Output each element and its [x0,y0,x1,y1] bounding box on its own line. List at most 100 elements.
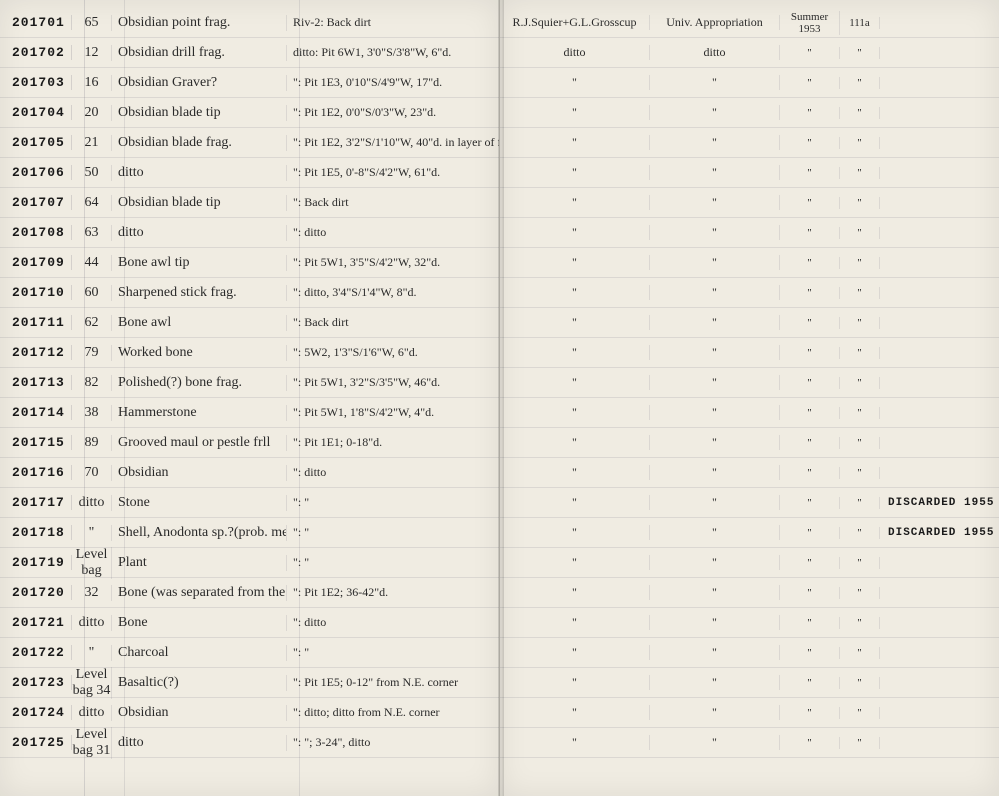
field-number: 70 [72,465,112,481]
collector: " [500,555,650,570]
date-collected: " [780,287,840,299]
ledger-row-right: """" [500,248,999,278]
fund: " [650,645,780,660]
ledger-row-right: """" [500,68,999,98]
ledger-row: 20171060Sharpened stick frag.": ditto, 3… [0,278,499,308]
collector: " [500,735,650,750]
provenance: ": Back dirt [287,315,499,330]
field-number: ditto [72,705,112,721]
date-collected: " [780,137,840,149]
field-number: 63 [72,225,112,241]
ledger-row: 20170165Obsidian point frag.Riv-2: Back … [0,8,499,38]
catalog-number: 201706 [0,165,72,180]
provenance: ": Back dirt [287,195,499,210]
item-description: Obsidian drill frag. [112,45,287,61]
item-description: Stone [112,495,287,511]
price-field: " [840,557,880,569]
provenance: Riv-2: Back dirt [287,15,499,30]
ledger-row: 20170316Obsidian Graver?": Pit 1E3, 0'10… [0,68,499,98]
fund: " [650,555,780,570]
ledger-row: 20170944Bone awl tip": Pit 5W1, 3'5"S/4'… [0,248,499,278]
ledger-row-right: """" [500,608,999,638]
ledger-row: 20170420Obsidian blade tip": Pit 1E2, 0'… [0,98,499,128]
ledger-row-right: """" [500,188,999,218]
ledger-row-right: """" [500,668,999,698]
ledger-row-right: """" [500,158,999,188]
ledger-row-right: """" [500,428,999,458]
item-description: Charcoal [112,645,287,661]
collector: " [500,195,650,210]
ledger-row-right: R.J.Squier+G.L.GrosscupUniv. Appropriati… [500,8,999,38]
provenance: ": " [287,555,499,570]
item-description: Shell, Anodonta sp.?(prob. metallic) [112,525,287,541]
ledger-row-right: """" [500,98,999,128]
field-number: Level bag 34 [72,667,112,699]
date-collected: " [780,107,840,119]
fund: " [650,135,780,150]
date-collected: " [780,497,840,509]
date-collected: " [780,527,840,539]
collector: " [500,345,650,360]
collector: " [500,705,650,720]
catalog-number: 201714 [0,405,72,420]
provenance: ": ditto [287,225,499,240]
ledger-row-right: """" [500,578,999,608]
fund: " [650,675,780,690]
item-description: Basaltic(?) [112,675,287,691]
provenance: ": "; 3-24", ditto [287,735,499,750]
notes-stamp: DISCARDED 1955 [880,527,999,539]
fund: " [650,165,780,180]
ledger-row-right: """" [500,548,999,578]
price-field: " [840,677,880,689]
field-number: 38 [72,405,112,421]
field-number: 16 [72,75,112,91]
item-description: ditto [112,735,287,751]
ledger-row: 20170521Obsidian blade frag.": Pit 1E2, … [0,128,499,158]
item-description: Obsidian [112,705,287,721]
date-collected: " [780,587,840,599]
collector: " [500,75,650,90]
ledger-row-right: """" [500,128,999,158]
item-description: Worked bone [112,345,287,361]
item-description: Obsidian blade tip [112,105,287,121]
collector: " [500,375,650,390]
ledger-row: 201722"Charcoal": " [0,638,499,668]
collector: " [500,645,650,660]
field-number: Level bag 31 [72,727,112,759]
catalog-number: 201705 [0,135,72,150]
field-number: 82 [72,375,112,391]
provenance: ": Pit 1E2, 3'2"S/1'10"W, 40"d. in layer… [287,135,499,150]
provenance: ": Pit 1E2; 36-42"d. [287,585,499,600]
price-field: " [840,437,880,449]
catalog-number: 201716 [0,465,72,480]
ledger-row: 20171438Hammerstone": Pit 5W1, 1'8"S/4'2… [0,398,499,428]
catalog-number: 201708 [0,225,72,240]
provenance: ": 5W2, 1'3"S/1'6"W, 6"d. [287,345,499,360]
date-collected: " [780,737,840,749]
field-number: 44 [72,255,112,271]
ledger-row: 201721dittoBone": ditto [0,608,499,638]
price-field: " [840,617,880,629]
fund: " [650,285,780,300]
collector: " [500,135,650,150]
fund: " [650,615,780,630]
item-description: Obsidian [112,465,287,481]
collector: " [500,165,650,180]
fund: " [650,585,780,600]
field-number: 65 [72,15,112,31]
field-number: ditto [72,495,112,511]
ledger-row-right: """" [500,308,999,338]
field-number: 62 [72,315,112,331]
price-field: " [840,47,880,59]
price-field: " [840,707,880,719]
provenance: ": " [287,645,499,660]
fund: " [650,405,780,420]
catalog-number: 201720 [0,585,72,600]
ledger-row-right: """"DISCARDED 1955 [500,488,999,518]
item-description: Bone [112,615,287,631]
collector: " [500,495,650,510]
ledger-row-right: """" [500,698,999,728]
price-field: " [840,197,880,209]
catalog-number: 201710 [0,285,72,300]
catalog-number: 201703 [0,75,72,90]
